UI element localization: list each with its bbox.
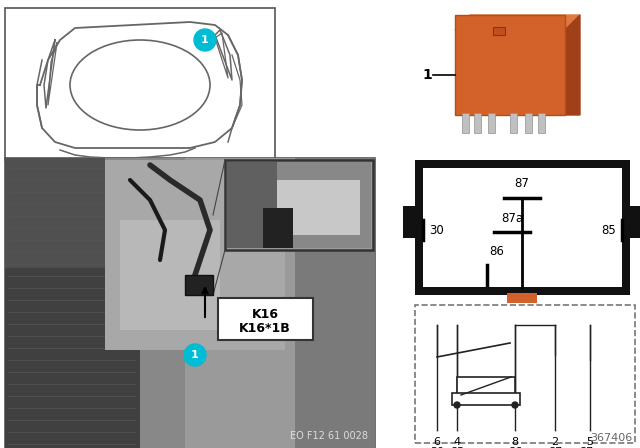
- Circle shape: [454, 402, 460, 408]
- Text: 30: 30: [429, 224, 444, 237]
- Bar: [525, 113, 532, 133]
- Circle shape: [512, 432, 518, 438]
- Bar: [628, 206, 640, 238]
- Bar: [218, 298, 313, 340]
- Bar: [457, 377, 515, 395]
- Bar: [452, 393, 520, 405]
- Circle shape: [454, 432, 460, 438]
- Text: 6: 6: [433, 437, 440, 447]
- Text: 4: 4: [453, 437, 461, 447]
- Polygon shape: [455, 15, 580, 30]
- Bar: [538, 113, 545, 133]
- Bar: [510, 113, 517, 133]
- Bar: [423, 168, 622, 287]
- Bar: [5, 8, 275, 160]
- Bar: [270, 180, 360, 235]
- Bar: [185, 275, 213, 295]
- Bar: [5, 268, 140, 448]
- Text: 87a: 87a: [579, 447, 600, 448]
- Bar: [105, 160, 285, 350]
- Bar: [295, 158, 375, 448]
- Text: 8: 8: [511, 437, 518, 447]
- Text: 5: 5: [586, 437, 593, 447]
- Bar: [227, 162, 277, 248]
- Text: K16: K16: [252, 307, 278, 320]
- Bar: [120, 220, 220, 330]
- Text: 86: 86: [489, 245, 504, 258]
- Text: 85: 85: [601, 224, 616, 237]
- Bar: [227, 162, 371, 248]
- Text: 1: 1: [422, 68, 432, 82]
- Bar: [5, 158, 375, 448]
- Text: 87a: 87a: [501, 212, 523, 225]
- Circle shape: [552, 432, 558, 438]
- Text: EO F12 61 0028: EO F12 61 0028: [290, 431, 368, 441]
- Circle shape: [184, 344, 206, 366]
- Text: 367406: 367406: [589, 433, 632, 443]
- Text: 1: 1: [191, 350, 199, 360]
- Bar: [415, 160, 630, 295]
- Circle shape: [587, 432, 593, 438]
- Bar: [493, 27, 505, 35]
- Text: K16*1B: K16*1B: [239, 322, 291, 335]
- Bar: [185, 158, 295, 448]
- Bar: [488, 113, 495, 133]
- Circle shape: [434, 432, 440, 438]
- Text: 30: 30: [430, 447, 444, 448]
- Circle shape: [194, 29, 216, 51]
- Text: 87: 87: [548, 447, 562, 448]
- Circle shape: [512, 402, 518, 408]
- Bar: [507, 293, 537, 303]
- Bar: [474, 113, 481, 133]
- Bar: [403, 206, 417, 238]
- Bar: [455, 15, 565, 115]
- Bar: [415, 305, 635, 443]
- Bar: [105, 158, 185, 448]
- Bar: [462, 113, 469, 133]
- Polygon shape: [565, 15, 580, 115]
- Text: 87: 87: [515, 177, 529, 190]
- Text: 85: 85: [450, 447, 464, 448]
- Bar: [263, 208, 293, 248]
- Bar: [225, 160, 373, 250]
- Text: 1: 1: [201, 35, 209, 45]
- Text: 86: 86: [508, 447, 522, 448]
- Text: 2: 2: [552, 437, 559, 447]
- Ellipse shape: [70, 40, 210, 130]
- Bar: [5, 158, 105, 448]
